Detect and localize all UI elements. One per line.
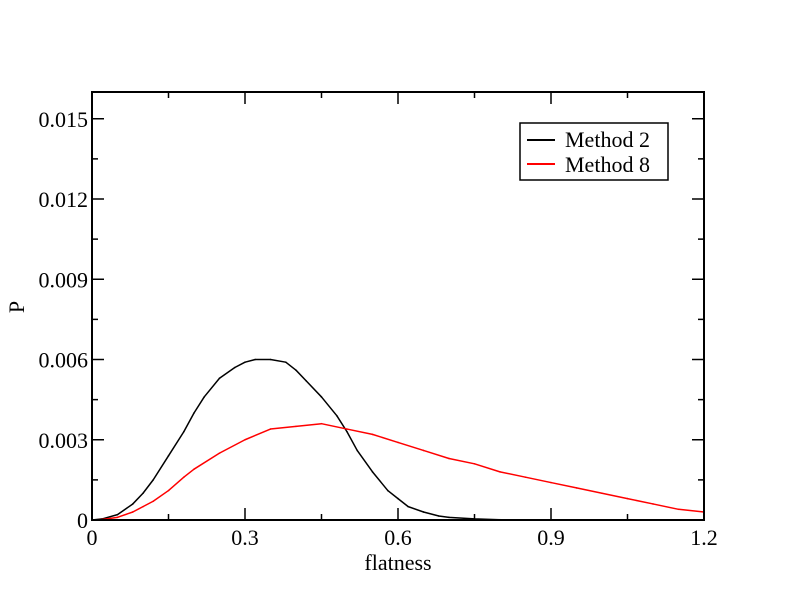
data-point — [116, 516, 119, 519]
legend-label-method-8: Method 8 — [565, 152, 650, 177]
data-point — [203, 396, 205, 398]
data-point — [346, 430, 348, 433]
legend-label-method-2: Method 2 — [565, 127, 650, 152]
y-tick-label: 0.009 — [39, 267, 89, 292]
data-point — [524, 476, 527, 479]
data-point — [371, 471, 374, 473]
data-point — [116, 513, 119, 516]
data-point — [438, 515, 440, 517]
data-point — [269, 358, 272, 361]
data-point — [575, 487, 578, 489]
data-point — [244, 361, 246, 363]
series-layer — [91, 358, 705, 521]
data-point — [336, 414, 338, 417]
data-point — [193, 468, 195, 470]
data-point — [254, 358, 256, 361]
series-line-method-8 — [91, 422, 705, 521]
y-axis-title: P — [4, 301, 29, 313]
data-point — [397, 441, 399, 444]
data-point — [397, 497, 399, 500]
plot-frame — [91, 91, 705, 521]
data-point — [234, 366, 236, 369]
data-point — [448, 516, 450, 519]
data-point — [193, 412, 195, 414]
data-point — [387, 489, 389, 492]
x-tick-label: 0.3 — [231, 525, 259, 550]
legend: Method 2 Method 8 — [519, 122, 669, 181]
y-tick-label: 0.006 — [39, 348, 89, 373]
data-point — [183, 476, 185, 479]
y-tick-label: 0.012 — [39, 187, 89, 212]
data-point — [244, 438, 246, 441]
series-line-method-2 — [91, 358, 526, 521]
data-point — [652, 503, 654, 505]
data-point — [142, 492, 144, 495]
data-point — [601, 492, 603, 495]
x-tick-label: 0.6 — [384, 525, 412, 550]
data-point — [218, 377, 221, 380]
data-point — [152, 500, 154, 503]
data-point — [320, 396, 323, 398]
data-point — [371, 433, 374, 436]
x-tick-label: 0.9 — [537, 525, 565, 550]
data-point — [269, 428, 272, 430]
data-point — [356, 449, 359, 452]
data-point — [448, 457, 450, 460]
data-point — [499, 471, 501, 473]
data-point — [407, 505, 410, 508]
data-point — [677, 508, 680, 511]
x-tick-label: 0 — [87, 525, 98, 550]
data-point — [295, 369, 297, 372]
legend-box — [519, 122, 669, 181]
y-tick-label: 0.015 — [39, 107, 89, 132]
data-point — [132, 511, 134, 513]
data-point — [167, 489, 170, 492]
data-point — [132, 503, 134, 505]
data-point — [626, 497, 629, 500]
data-point — [550, 481, 552, 484]
data-point — [167, 455, 170, 457]
data-point — [422, 511, 425, 513]
data-point — [183, 430, 185, 433]
data-point — [422, 449, 425, 452]
data-point — [285, 361, 287, 363]
data-point — [305, 380, 308, 382]
data-point — [320, 422, 323, 425]
data-point — [295, 425, 297, 428]
y-tick-label: 0.003 — [39, 428, 89, 453]
data-point — [346, 428, 348, 430]
x-tick-label: 1.2 — [690, 525, 718, 550]
y-tick-label: 0 — [77, 508, 88, 533]
data-point — [142, 505, 144, 508]
data-point — [152, 479, 154, 481]
data-point — [218, 452, 221, 454]
x-axis-title: flatness — [364, 550, 431, 575]
data-point — [473, 463, 476, 465]
